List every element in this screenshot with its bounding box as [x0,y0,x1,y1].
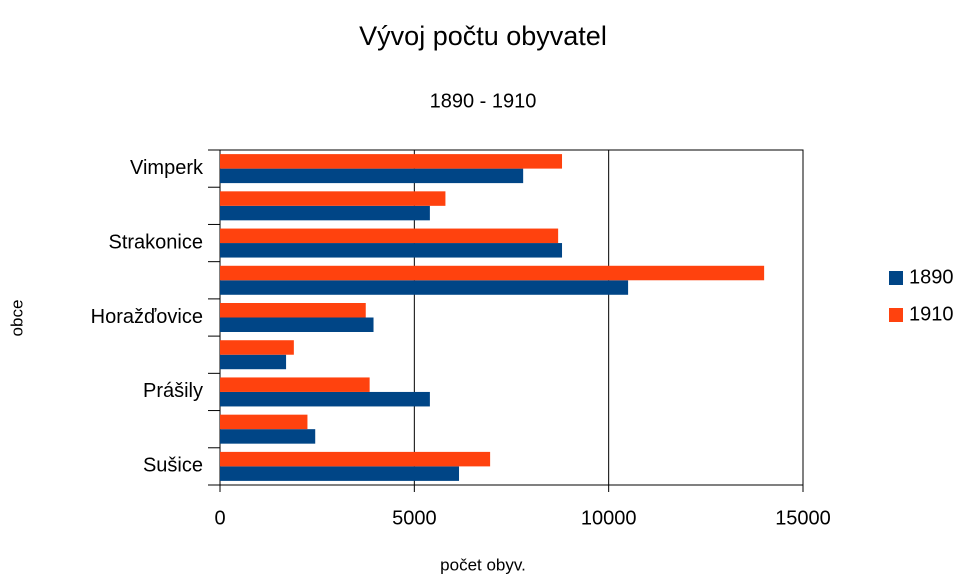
legend-label: 1910 [909,303,954,325]
legend-swatch [889,308,903,322]
x-tick-label: 5000 [392,507,437,529]
bar [220,451,491,467]
bar [220,191,446,206]
y-tick-label: Sušice [143,455,203,477]
bar [220,377,370,392]
x-tick-label: 15000 [775,507,831,529]
bar [220,265,765,281]
bar [220,280,629,295]
x-axis-label: počet obyv. [440,555,526,574]
bar [220,317,374,332]
chart-title: Vývoj počtu obyvatel [359,21,607,51]
y-tick-label: Strakonice [109,231,204,253]
y-tick-label: Prášily [143,380,203,402]
bar [220,303,366,318]
x-tick-label: 0 [214,507,225,529]
bar [220,429,316,444]
y-axis-label: obce [7,300,26,337]
x-tick-label: 10000 [581,507,637,529]
bar [220,168,524,184]
bar [220,354,287,370]
bar [220,243,563,258]
y-tick-label: Vimperk [130,157,204,179]
chart-subtitle: 1890 - 1910 [430,90,537,112]
bar [220,414,308,430]
legend-swatch [889,271,903,285]
bar [220,154,563,169]
legend-label: 1890 [909,266,954,288]
bar [220,228,559,244]
bar [220,466,460,481]
y-tick-label: Horažďovice [91,306,203,328]
bar [220,205,430,221]
bar [220,391,430,407]
bar [220,340,294,355]
